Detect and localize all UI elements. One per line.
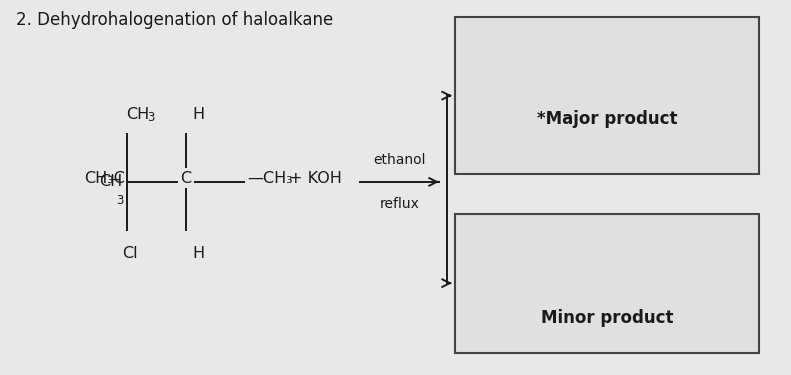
Text: CH: CH <box>127 107 149 122</box>
Bar <box>455 17 759 174</box>
Text: CH₃C: CH₃C <box>84 171 125 186</box>
Text: ethanol: ethanol <box>373 153 426 167</box>
Text: 3: 3 <box>147 111 154 124</box>
Text: 2. Dehydrohalogenation of haloalkane: 2. Dehydrohalogenation of haloalkane <box>16 11 333 29</box>
Bar <box>455 214 759 352</box>
Text: + KOH: + KOH <box>289 171 342 186</box>
Text: Minor product: Minor product <box>541 309 673 327</box>
Text: Cl: Cl <box>123 246 138 261</box>
Text: CH: CH <box>100 174 123 189</box>
Text: 3: 3 <box>116 194 123 207</box>
Text: H: H <box>192 246 204 261</box>
Text: reflux: reflux <box>380 197 419 211</box>
Text: —CH₃: —CH₃ <box>247 171 293 186</box>
Text: C: C <box>180 171 191 186</box>
Text: H: H <box>192 107 204 122</box>
Text: *Major product: *Major product <box>537 110 677 128</box>
